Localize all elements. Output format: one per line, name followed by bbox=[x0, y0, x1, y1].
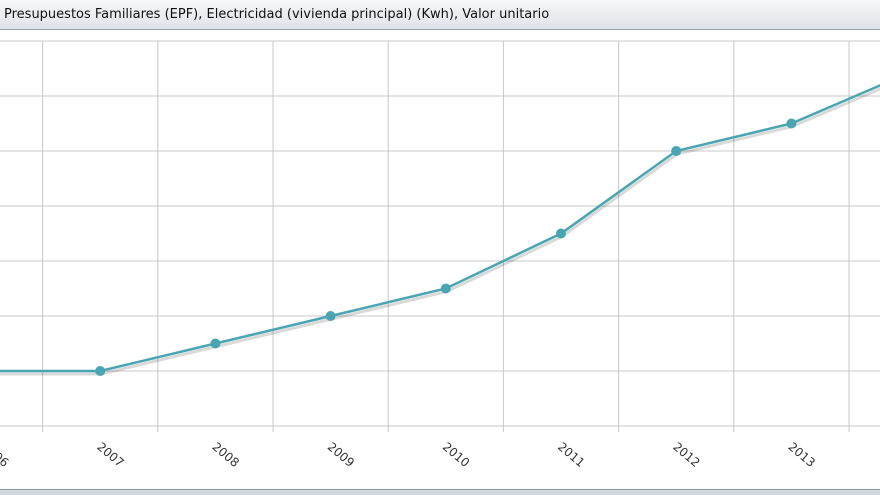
data-point[interactable] bbox=[440, 283, 451, 294]
data-point[interactable] bbox=[325, 311, 336, 321]
bottom-border bbox=[0, 489, 880, 495]
data-point[interactable] bbox=[786, 118, 797, 129]
x-tick-label: 2010 bbox=[440, 440, 472, 470]
chart-series bbox=[0, 84, 880, 376]
x-tick-label: 2009 bbox=[325, 440, 357, 470]
plot-area bbox=[0, 40, 880, 427]
chart-grid bbox=[0, 40, 880, 432]
data-point[interactable] bbox=[95, 366, 106, 376]
x-tick-label: 2013 bbox=[785, 440, 817, 470]
x-tick-label: 2011 bbox=[555, 440, 587, 470]
chart-title: Presupuestos Familiares (EPF), Electrici… bbox=[4, 7, 550, 22]
x-tick-label: 2008 bbox=[209, 440, 241, 470]
x-tick-label: 2012 bbox=[670, 440, 702, 470]
data-point[interactable] bbox=[671, 146, 682, 156]
data-point[interactable] bbox=[556, 228, 566, 239]
x-axis-ticks: 2006 2007 2008 2009 2010 2011 2012 2013 bbox=[0, 440, 818, 470]
x-tick-label: 2006 bbox=[0, 440, 11, 470]
x-tick-label: 2007 bbox=[94, 440, 126, 470]
chart-title-bar: Presupuestos Familiares (EPF), Electrici… bbox=[0, 0, 880, 30]
data-point[interactable] bbox=[210, 338, 221, 349]
